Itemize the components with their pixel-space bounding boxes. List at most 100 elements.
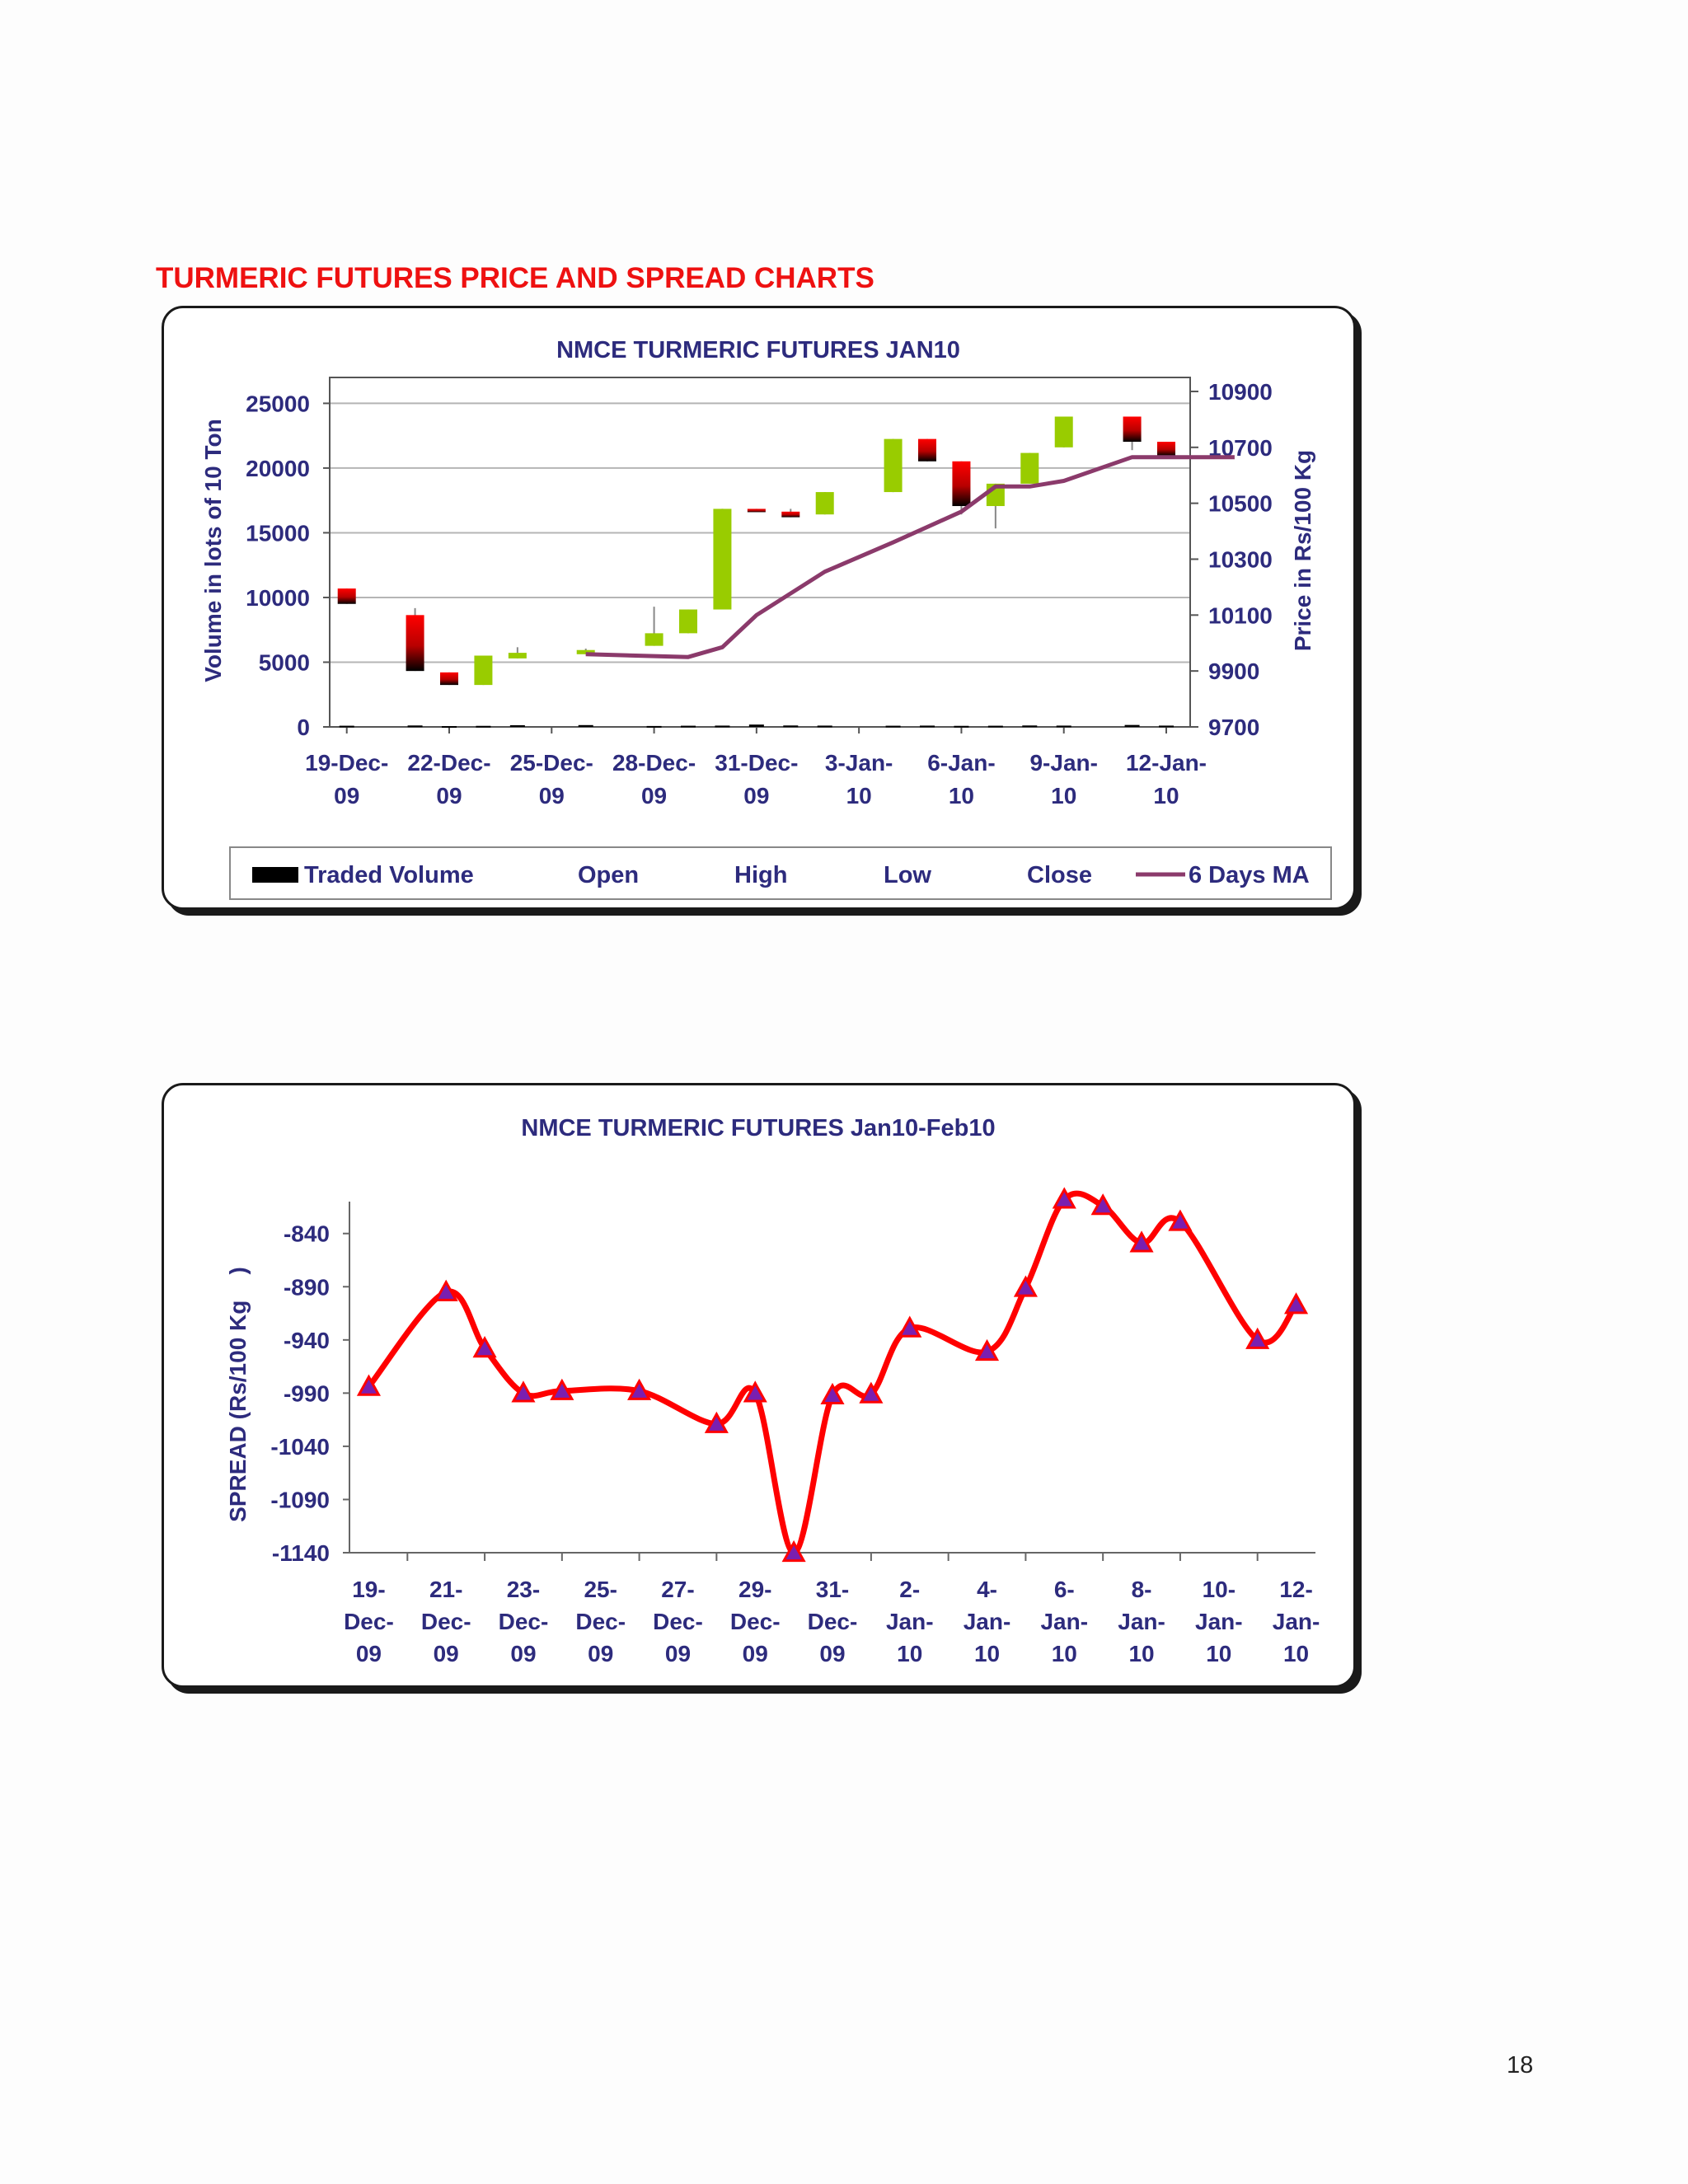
- candle-up: [884, 438, 903, 493]
- left-tick-label: 10000: [246, 585, 310, 611]
- spread-marker: [1168, 1209, 1193, 1231]
- volume-bar: [578, 724, 593, 727]
- candle-down: [337, 588, 356, 604]
- volume-bar: [715, 725, 730, 728]
- left-tick-label: 20000: [246, 456, 310, 481]
- volume-bar: [1022, 725, 1038, 728]
- volume-bar: [954, 725, 969, 728]
- spread-marker: [1013, 1275, 1038, 1297]
- x-tick-label: 09: [641, 783, 667, 808]
- legend-traded-volume-swatch: [252, 867, 298, 883]
- x-tick-label: 22-Dec-: [407, 750, 490, 776]
- spread-x-tick-label: 8-: [1132, 1577, 1152, 1602]
- x-tick-label: 10: [1153, 783, 1179, 808]
- right-tick-label: 10300: [1208, 546, 1273, 572]
- spread-x-tick-label: 23-: [507, 1577, 540, 1602]
- volume-bar: [783, 725, 799, 728]
- spread-x-tick-label: 29-: [738, 1577, 771, 1602]
- price-chart-legend: Traded Volume Open High Low Close 6 Days…: [229, 846, 1332, 900]
- candle-down: [1123, 416, 1142, 443]
- legend-ma-6-days: 6 Days MA: [1189, 862, 1310, 888]
- x-tick-label: 31-Dec-: [715, 750, 798, 776]
- spread-y-tick-label: -840: [284, 1221, 330, 1247]
- ma-6-days-line: [585, 455, 1235, 659]
- spread-marker: [472, 1336, 497, 1358]
- candle-up: [815, 492, 834, 515]
- x-tick-label: 12-Jan-: [1126, 750, 1207, 776]
- spread-marker: [898, 1315, 922, 1338]
- spread-x-tick-label: 4-: [977, 1577, 997, 1602]
- spread-chart-x-ticks: 19- Dec- 09 21- Dec- 09 23- Dec- 09 25- Dec- 09 27- D…: [344, 1553, 1320, 1666]
- spread-chart-frame: [162, 1083, 1356, 1688]
- volume-bar: [885, 725, 901, 728]
- spread-marker: [550, 1378, 574, 1400]
- volume-bar: [748, 724, 764, 727]
- x-tick-label: 10: [1051, 783, 1076, 808]
- spread-marker: [434, 1279, 458, 1301]
- spread-x-tick-label: Jan-: [1040, 1609, 1088, 1634]
- legend-open: Open: [578, 862, 639, 888]
- right-tick-label: 9700: [1208, 715, 1259, 740]
- spread-x-tick-label: 10: [1283, 1641, 1309, 1666]
- x-tick-label: 25-Dec-: [510, 750, 593, 776]
- volume-bar: [476, 725, 491, 728]
- volume-bar: [442, 726, 457, 729]
- spread-marker: [356, 1374, 381, 1396]
- spread-x-tick-label: 09: [743, 1641, 768, 1666]
- left-tick-label: 15000: [246, 520, 310, 546]
- price-chart-left-ticks: 0 5000 10000 15000 20000 25000: [246, 391, 330, 740]
- price-chart-right-axis-label: Price in Rs/100 Kg: [1290, 450, 1315, 651]
- spread-markers: [356, 1187, 1309, 1563]
- spread-x-tick-label: Dec-: [575, 1609, 626, 1634]
- x-tick-label: 19-Dec-: [305, 750, 388, 776]
- spread-x-tick-label: 2-: [899, 1577, 920, 1602]
- volume-bar: [1056, 725, 1071, 728]
- price-chart-frame: [162, 306, 1356, 910]
- x-tick-label: 3-Jan-: [825, 750, 893, 776]
- spread-x-tick-label: 31-: [816, 1577, 849, 1602]
- price-chart: NMCE TURMERIC FUTURES JAN10 Volume in lo…: [200, 337, 1332, 900]
- volume-bar: [681, 725, 696, 728]
- candle-down: [406, 615, 424, 672]
- traded-volume-series: [339, 724, 1174, 729]
- spread-x-tick-label: 10: [897, 1641, 922, 1666]
- candle-up: [474, 655, 493, 686]
- volume-bar: [1124, 724, 1140, 727]
- ohlc-candles: [337, 416, 1175, 686]
- volume-bar: [987, 725, 1003, 728]
- spread-x-tick-label: 21-: [429, 1577, 462, 1602]
- spread-x-tick-label: Dec-: [730, 1609, 781, 1634]
- spread-y-tick-label: -1040: [270, 1434, 330, 1460]
- spread-x-tick-label: 10: [1052, 1641, 1077, 1666]
- right-tick-label: 10900: [1208, 379, 1273, 405]
- spread-marker: [1052, 1187, 1076, 1209]
- x-tick-label: 10: [846, 783, 872, 808]
- spread-x-tick-label: 09: [510, 1641, 536, 1666]
- section-title: TURMERIC FUTURES PRICE AND SPREAD CHARTS: [156, 262, 874, 294]
- spread-marker: [511, 1380, 536, 1403]
- volume-bar: [407, 725, 423, 728]
- candle-up: [679, 609, 697, 634]
- volume-bar: [1159, 725, 1174, 728]
- spread-marker: [743, 1380, 767, 1403]
- price-chart-x-ticks: 19-Dec- 09 22-Dec- 09 25-Dec- 09 28-Dec- 09 31-D…: [305, 727, 1207, 808]
- spread-x-tick-label: Dec-: [421, 1609, 471, 1634]
- spread-marker: [1129, 1230, 1154, 1253]
- x-tick-label: 28-Dec-: [612, 750, 696, 776]
- right-tick-label: 10100: [1208, 602, 1273, 628]
- spread-marker: [859, 1381, 884, 1404]
- spread-x-tick-label: 10: [974, 1641, 1000, 1666]
- legend-low: Low: [884, 862, 931, 888]
- x-tick-label: 9-Jan-: [1029, 750, 1097, 776]
- candle-up: [713, 509, 732, 610]
- right-tick-label: 10500: [1208, 491, 1273, 517]
- left-tick-label: 5000: [259, 649, 310, 675]
- spread-marker: [627, 1378, 652, 1400]
- spread-chart-y-ticks: -840 -890 -940 -990 -1040 -1090 -1140: [270, 1221, 349, 1566]
- spread-x-tick-label: 19-: [352, 1577, 385, 1602]
- candle-up: [645, 633, 663, 646]
- spread-y-tick-label: -990: [284, 1380, 330, 1406]
- spread-x-tick-label: 12-: [1279, 1577, 1312, 1602]
- x-tick-label: 09: [436, 783, 462, 808]
